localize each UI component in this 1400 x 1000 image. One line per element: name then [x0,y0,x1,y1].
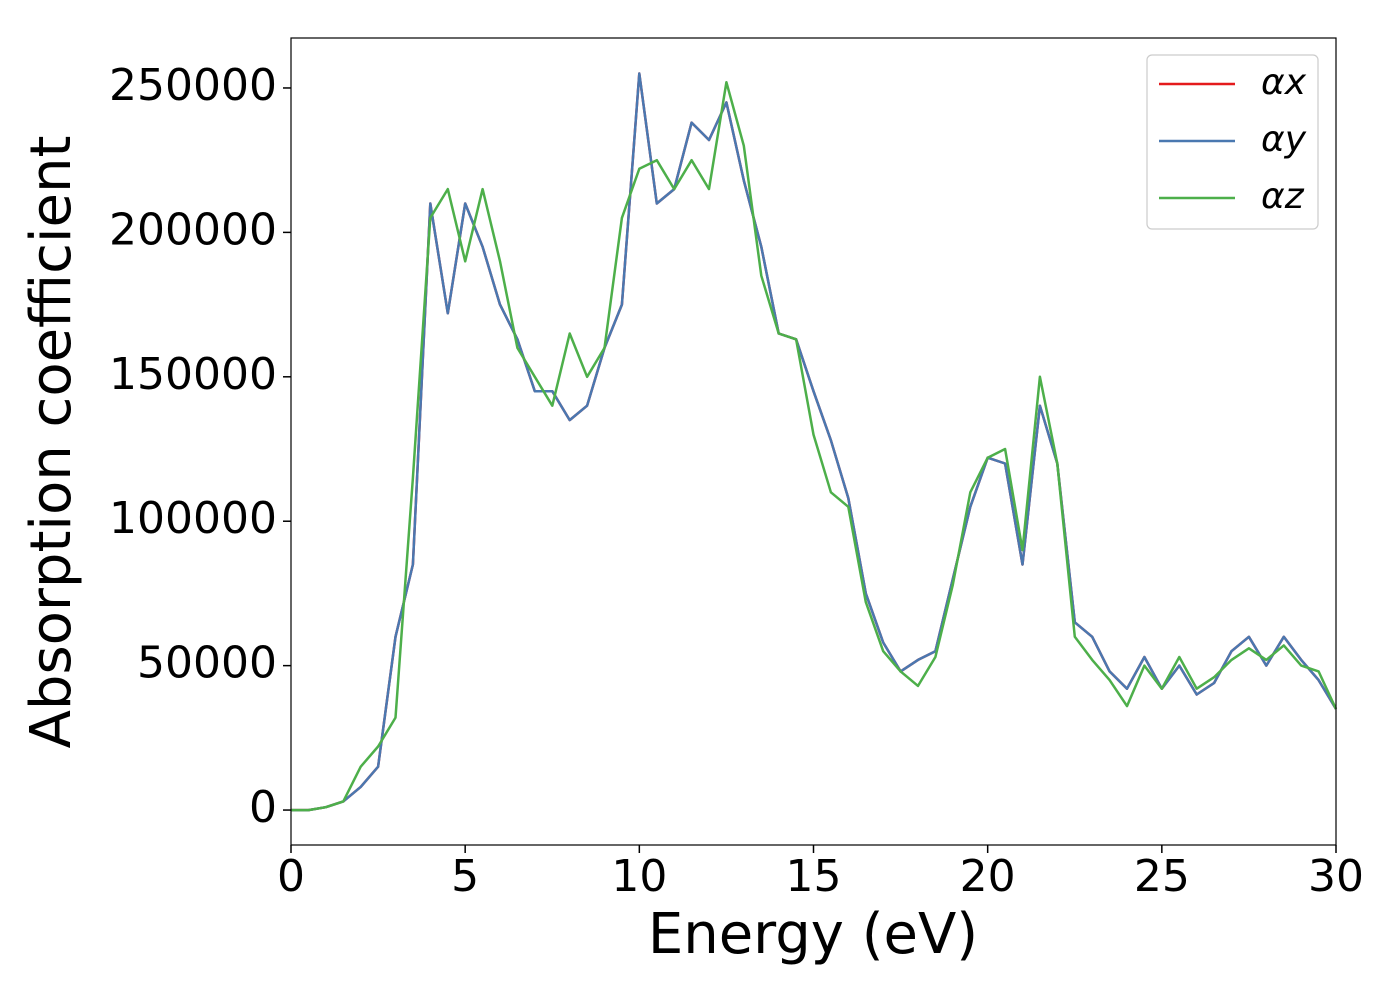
legend-label: αy [1261,119,1307,160]
x-tick-label: 10 [611,851,667,902]
series-line [291,80,1338,812]
legend-label: αx [1261,62,1307,103]
y-tick-label: 150000 [109,349,277,400]
y-tick-label: 250000 [109,60,277,111]
x-tick-label: 0 [277,851,305,902]
plot-frame [290,37,1337,846]
y-tick-label: 200000 [109,204,277,255]
y-axis-label: Absorption coefficient [19,136,84,749]
y-tick-label: 100000 [109,493,277,544]
x-tick-label: 20 [960,851,1016,902]
y-tick-label: 50000 [137,638,277,689]
x-tick-label: 5 [451,851,479,902]
x-tick-label: 15 [786,851,842,902]
legend-label: αz [1261,176,1305,217]
x-axis-label: Energy (eV) [648,902,978,967]
x-tick-label: 30 [1308,851,1364,902]
y-tick-label: 0 [249,782,277,833]
x-tick-label: 25 [1134,851,1190,902]
